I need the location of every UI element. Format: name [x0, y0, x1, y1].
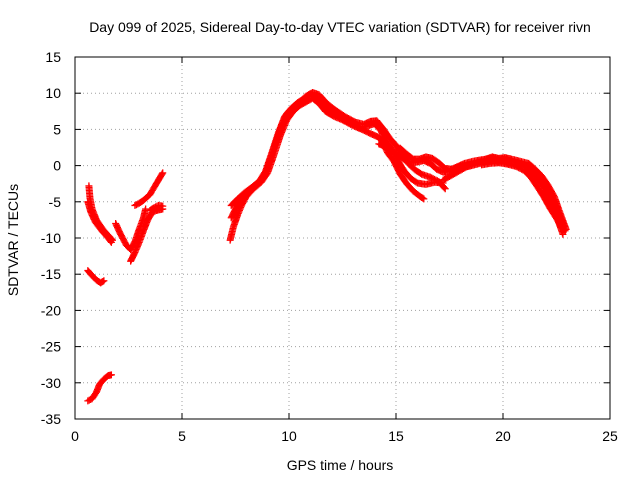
y-tick-label: -15 [41, 266, 61, 282]
y-tick-label: -35 [41, 411, 61, 427]
y-tick-label: -10 [41, 230, 61, 246]
x-tick-label: 25 [602, 428, 618, 444]
x-tick-label: 15 [388, 428, 404, 444]
data-point [561, 227, 569, 235]
y-tick-label: 5 [53, 121, 61, 137]
y-tick-label: -5 [49, 194, 62, 210]
series-arc-7 [131, 169, 167, 209]
data-point [107, 371, 115, 379]
series-arc-11 [227, 88, 449, 209]
data-point [142, 205, 150, 213]
data-point [107, 237, 115, 245]
data-point [419, 194, 427, 202]
x-tick-label: 10 [281, 428, 297, 444]
chart-title: Day 099 of 2025, Sidereal Day-to-day VTE… [89, 19, 591, 35]
series-arc-8 [146, 201, 167, 214]
y-tick-label: -30 [41, 375, 61, 391]
y-tick-label: -25 [41, 339, 61, 355]
y-tick-label: 0 [53, 158, 61, 174]
x-tick-label: 5 [178, 428, 186, 444]
data-point [560, 226, 568, 234]
data-point [107, 238, 115, 246]
axis-ticks: 0 5 10 15 20 25 -35 -30 -25 -20 -15 -10 -5 0 5 10 15 [41, 49, 618, 444]
series-arc-3 [84, 267, 108, 287]
data-point [441, 185, 449, 193]
x-axis-label: GPS time / hours [287, 457, 394, 473]
x-tick-label: 20 [495, 428, 511, 444]
data-point [158, 170, 166, 178]
data-point [159, 202, 167, 210]
y-tick-label: 15 [45, 49, 61, 65]
x-tick-label: 0 [71, 428, 79, 444]
data-point [100, 277, 108, 285]
data-point [420, 195, 428, 203]
y-tick-label: 10 [45, 85, 61, 101]
y-axis-label: SDTVAR / TECUs [5, 184, 21, 296]
data-point [440, 184, 448, 192]
series-arc-16 [478, 159, 569, 235]
series-arc-5 [112, 205, 150, 254]
series-arc-2 [84, 198, 115, 246]
y-tick-label: -20 [41, 302, 61, 318]
data-layer [84, 88, 570, 405]
data-point [159, 169, 167, 177]
series-arc-4 [84, 371, 115, 405]
data-point [99, 277, 107, 285]
